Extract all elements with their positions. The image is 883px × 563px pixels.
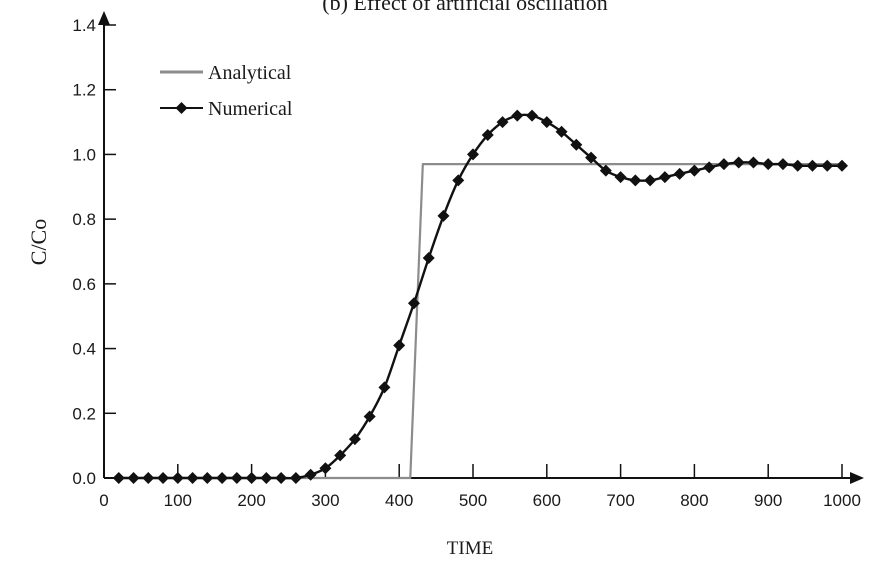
point-numerical-3 (157, 472, 170, 484)
point-numerical-5 (186, 472, 199, 484)
y-tick-label-1: 0.2 (72, 404, 96, 423)
point-numerical-48 (821, 159, 834, 172)
legend-numerical-marker (175, 102, 188, 114)
legend-numerical-label: Numerical (208, 98, 293, 120)
point-numerical-2 (142, 472, 155, 484)
point-numerical-38 (673, 167, 686, 180)
x-tick-label-300: 300 (311, 491, 339, 510)
point-numerical-15 (334, 449, 347, 462)
y-tick-label-0: 0.0 (72, 469, 96, 488)
point-numerical-20 (407, 297, 420, 310)
point-numerical-9 (245, 472, 258, 484)
x-tick-label-0: 0 (99, 491, 108, 510)
point-numerical-32 (585, 151, 598, 164)
x-tick-label-900: 900 (754, 491, 782, 510)
series-layer (112, 109, 848, 484)
point-numerical-6 (201, 472, 214, 484)
legend: Analytical Numerical (160, 62, 293, 120)
ticks: 0 100 200 300 400 500 600 700 800 900 1000 0.0 0.2 0.… (72, 16, 861, 510)
point-numerical-23 (452, 174, 465, 187)
point-numerical-27 (511, 109, 524, 122)
x-tick-label-100: 100 (164, 491, 192, 510)
y-axis-arrow (98, 11, 110, 25)
point-numerical-44 (762, 158, 775, 171)
point-numerical-37 (658, 171, 671, 184)
point-numerical-0 (112, 472, 125, 484)
point-numerical-21 (422, 251, 435, 264)
point-numerical-41 (717, 158, 730, 171)
x-tick-label-1000: 1000 (823, 491, 861, 510)
point-numerical-36 (644, 174, 657, 187)
x-tick-label-800: 800 (680, 491, 708, 510)
legend-analytical-label: Analytical (208, 62, 292, 84)
point-numerical-12 (289, 472, 302, 484)
point-numerical-7 (216, 472, 229, 484)
point-numerical-16 (348, 433, 361, 446)
point-numerical-40 (703, 161, 716, 174)
point-numerical-29 (540, 116, 553, 129)
point-numerical-45 (776, 158, 789, 171)
x-axis-arrow (850, 472, 864, 484)
point-numerical-42 (732, 156, 745, 169)
point-numerical-26 (496, 116, 509, 129)
point-numerical-33 (599, 164, 612, 177)
point-numerical-35 (629, 174, 642, 187)
point-numerical-4 (171, 472, 184, 484)
point-numerical-17 (363, 410, 376, 423)
point-numerical-10 (260, 472, 273, 484)
point-numerical-28 (526, 109, 539, 122)
point-numerical-43 (747, 156, 760, 169)
point-numerical-18 (378, 381, 391, 394)
x-tick-label-200: 200 (237, 491, 265, 510)
point-numerical-13 (304, 468, 317, 481)
point-numerical-8 (230, 472, 243, 484)
y-tick-label-2: 0.4 (72, 340, 96, 359)
x-tick-label-600: 600 (533, 491, 561, 510)
x-tick-label-400: 400 (385, 491, 413, 510)
point-numerical-39 (688, 164, 701, 177)
y-tick-label-6: 1.2 (72, 81, 96, 100)
y-axis-label: C/Co (26, 219, 51, 265)
point-numerical-31 (570, 138, 583, 151)
series-numerical (112, 109, 848, 484)
point-numerical-19 (393, 339, 406, 352)
point-numerical-24 (467, 148, 479, 161)
line-numerical (118, 113, 842, 480)
y-tick-label-4: 0.8 (72, 210, 96, 229)
x-tick-label-700: 700 (606, 491, 634, 510)
x-axis-label: TIME (447, 538, 493, 559)
point-numerical-1 (127, 472, 140, 484)
point-numerical-49 (836, 159, 848, 172)
point-numerical-46 (791, 159, 804, 172)
chart-title: (b) Effect of artificial oscillation (322, 0, 607, 15)
y-tick-label-5: 1.0 (72, 145, 96, 164)
point-numerical-11 (275, 472, 288, 484)
point-numerical-34 (614, 171, 627, 184)
point-numerical-30 (555, 125, 568, 138)
point-numerical-25 (481, 129, 494, 142)
point-numerical-14 (319, 462, 332, 475)
x-tick-label-500: 500 (459, 491, 487, 510)
point-numerical-47 (806, 159, 819, 172)
series-analytical (118, 163, 846, 480)
y-tick-label-3: 0.6 (72, 275, 96, 294)
point-numerical-22 (437, 209, 450, 222)
line-analytical (118, 163, 846, 480)
y-tick-label-7: 1.4 (72, 16, 96, 35)
